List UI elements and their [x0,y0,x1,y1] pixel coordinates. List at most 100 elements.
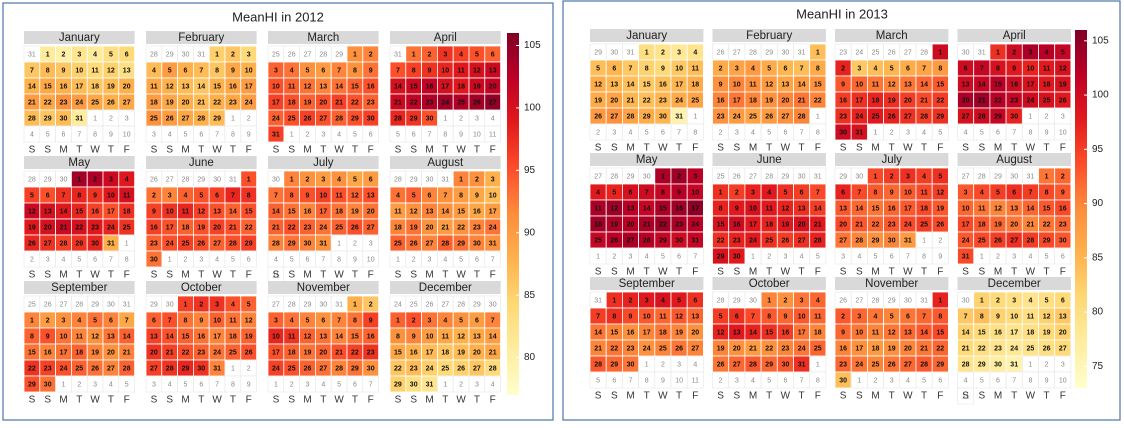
outside-day-label: 28 [872,297,880,304]
day-label: 20 [733,345,741,352]
outside-day-label: 3 [152,381,156,388]
day-label: 29 [245,240,253,247]
outside-day-label: 1 [125,240,129,247]
day-label: 12 [28,208,36,215]
day-label: 20 [319,349,327,356]
day-label: 24 [1010,345,1018,352]
day-label: 1 [396,317,400,324]
day-label: 22 [288,224,296,231]
outside-day-label: 3 [125,115,129,122]
day-label: 26 [594,113,602,120]
day-label: 8 [767,313,771,320]
day-label: 21 [394,99,402,106]
day-label: 13 [627,205,635,212]
day-label: 30 [410,381,418,388]
weekday-label: T [889,267,895,278]
day-label: 31 [107,240,115,247]
day-label: 30 [426,115,434,122]
colorbar-tick-label: 95 [524,165,536,176]
colorbar-tick-label: 105 [524,40,541,51]
outside-day-label: 2 [459,381,463,388]
day-label: 17 [798,329,806,336]
day-label: 25 [441,365,449,372]
weekday-label: W [212,270,222,281]
day-label: 3 [247,51,251,58]
outside-day-label: 26 [888,49,896,56]
day-label: 16 [91,208,99,215]
day-label: 24 [1027,97,1035,104]
day-label: 18 [920,205,928,212]
day-label: 16 [367,83,375,90]
day-label: 20 [489,83,497,90]
day-label: 9 [369,67,373,74]
day-label: 16 [426,83,434,90]
outside-day-label: 3 [152,131,156,138]
day-label: 22 [44,99,52,106]
colorbar-tick-label: 95 [1092,144,1104,155]
day-label: 10 [272,333,280,340]
day-label: 17 [319,208,327,215]
day-label: 7 [491,317,495,324]
day-label: 16 [627,329,635,336]
day-label: 3 [491,176,495,183]
day-label: 20 [107,349,115,356]
outside-day-label: 3 [735,377,739,384]
outside-day-label: 2 [353,240,357,247]
day-label: 6 [321,67,325,74]
day-label: 17 [855,97,863,104]
weekday-label: S [44,270,51,281]
outside-day-label: 4 [751,377,755,384]
outside-day-cell [484,125,501,143]
day-label: 25 [182,240,190,247]
month-header [24,156,135,169]
day-label: 7 [751,313,755,320]
outside-day-label: 8 [231,381,235,388]
day-label: 28 [489,365,497,372]
day-label: 23 [994,345,1002,352]
day-label: 27 [213,240,221,247]
outside-day-label: 3 [629,253,633,260]
weekday-label: T [921,267,927,278]
outside-day-label: 3 [199,256,203,263]
day-label: 6 [475,317,479,324]
day-label: 23 [659,97,667,104]
outside-day-label: 4 [337,131,341,138]
month-name: May [68,157,90,169]
day-label: 8 [1045,189,1049,196]
day-label: 19 [28,224,36,231]
day-label: 18 [75,349,83,356]
day-label: 23 [627,345,635,352]
day-label: 23 [304,224,312,231]
outside-day-label: 6 [612,377,616,384]
day-label: 27 [1010,237,1018,244]
day-label: 26 [166,115,174,122]
day-label: 14 [441,208,449,215]
day-label: 3 [751,189,755,196]
day-label: 5 [783,189,787,196]
outside-day-label: 10 [1059,129,1067,136]
day-label: 31 [426,381,434,388]
outside-day-label: 4 [751,129,755,136]
day-label: 15 [872,205,880,212]
day-label: 29 [936,361,944,368]
month-name: June [757,154,782,166]
day-label: 26 [304,115,312,122]
day-label: 9 [841,81,845,88]
weekday-label: T [108,395,114,406]
day-label: 31 [272,131,280,138]
outside-day-label: 31 [627,49,635,56]
day-label: 11 [150,83,158,90]
outside-day-label: 6 [475,256,479,263]
day-label: 7 [443,192,447,199]
outside-day-label: 25 [717,173,725,180]
weekday-label: F [124,270,130,281]
outside-day-cell [931,371,949,389]
day-label: 12 [473,67,481,74]
day-label: 5 [996,189,1000,196]
day-label: 30 [627,361,635,368]
day-label: 5 [459,317,463,324]
day-label: 27 [107,365,115,372]
day-label: 26 [610,237,618,244]
weekday-label: W [658,391,668,402]
weekday-label: S [611,143,618,154]
